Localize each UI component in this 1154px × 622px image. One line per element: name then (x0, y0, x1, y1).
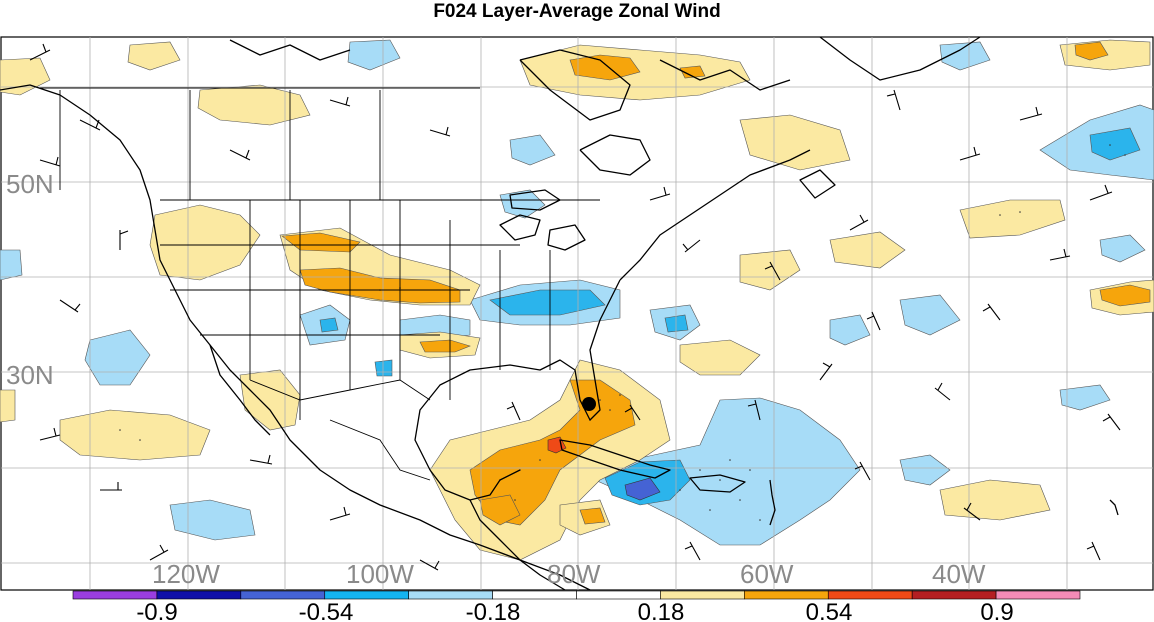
colorbar-label-neg-0-18: -0.18 (466, 599, 521, 622)
colorbar-label-0-54: 0.54 (806, 599, 853, 622)
colorbar (72, 590, 1081, 600)
coastlines (0, 36, 1119, 591)
lon-label-100w: 100W (346, 559, 414, 589)
colorbar-segment (911, 590, 997, 600)
colorbar-segment (324, 590, 409, 600)
lon-label-60w: 60W (740, 559, 794, 589)
lon-label-120w: 120W (152, 559, 220, 589)
colorbar-segment (744, 590, 829, 600)
colorbar-segment (660, 590, 745, 600)
colorbar-segment (995, 590, 1081, 600)
lon-label-80w: 80W (547, 559, 601, 589)
colorbar-segment (408, 590, 493, 600)
map-title: F024 Layer-Average Zonal Wind (433, 1, 721, 22)
lat-label-50n: 50N (6, 169, 54, 199)
colorbar-segment (240, 590, 326, 600)
wind-barbs (29, 43, 1121, 571)
political-boundaries (40, 87, 600, 481)
lon-label-40w: 40W (932, 559, 986, 589)
colorbar-label-0-18: 0.18 (638, 599, 685, 622)
colorbar-segment (576, 590, 661, 600)
colorbar-label-0-9: 0.9 (980, 599, 1013, 622)
storm-center-marker (582, 397, 596, 411)
colorbar-label-neg-0-54: -0.54 (299, 599, 354, 622)
colorbar-segment (492, 590, 577, 600)
colorbar-segment (72, 590, 158, 600)
colorbar-segment (156, 590, 242, 600)
lat-label-30n: 30N (6, 360, 54, 390)
colorbar-segment (827, 590, 913, 600)
colorbar-label-neg-0-9: -0.9 (136, 599, 177, 622)
graticule (1, 37, 1153, 590)
